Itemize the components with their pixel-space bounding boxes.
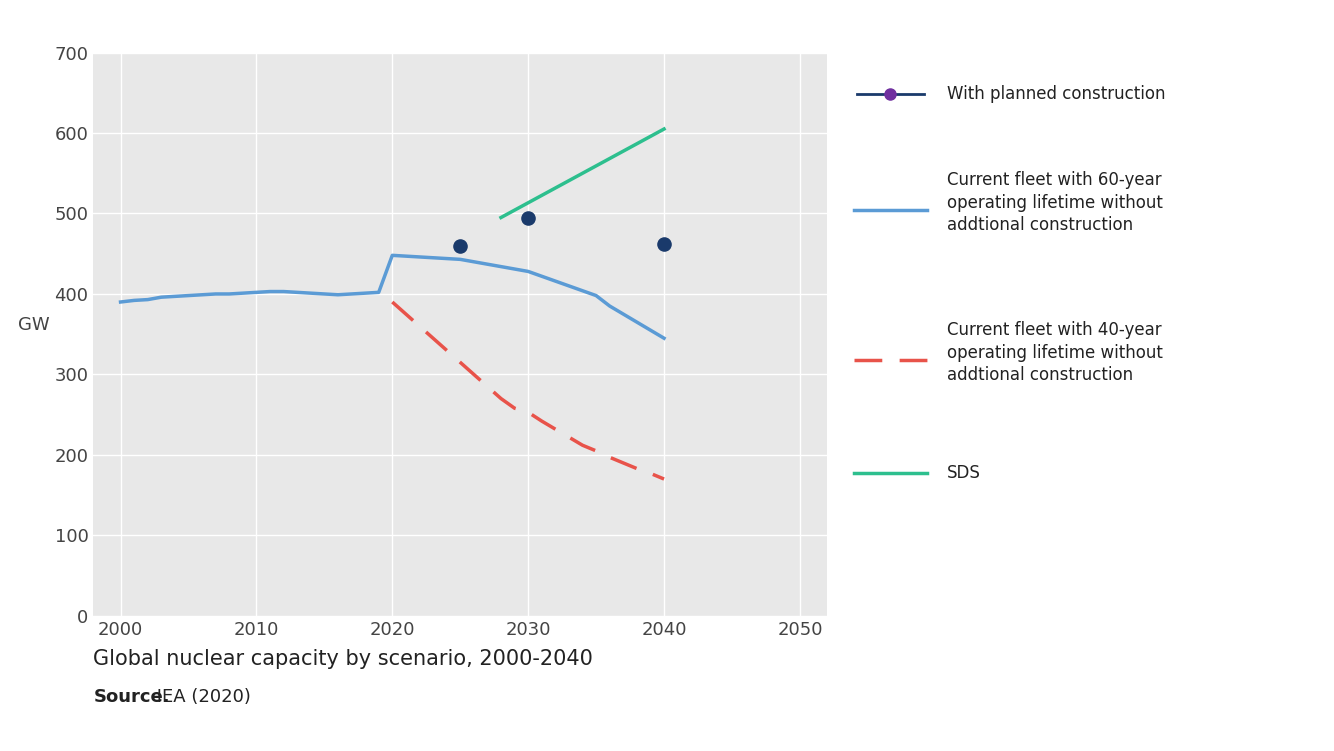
Text: IEA (2020): IEA (2020) [151,688,251,706]
Y-axis label: GW: GW [17,316,49,334]
Text: Current fleet with 40-year: Current fleet with 40-year [947,321,1162,339]
Text: addtional construction: addtional construction [947,366,1134,385]
Text: SDS: SDS [947,464,980,482]
Text: Global nuclear capacity by scenario, 2000-2040: Global nuclear capacity by scenario, 200… [93,649,594,668]
Text: Current fleet with 60-year: Current fleet with 60-year [947,171,1162,189]
Text: addtional construction: addtional construction [947,216,1134,234]
Point [654,238,675,250]
Point [518,212,539,224]
Text: operating lifetime without: operating lifetime without [947,344,1163,362]
Text: With planned construction: With planned construction [947,85,1166,103]
Point [450,240,471,252]
Text: operating lifetime without: operating lifetime without [947,194,1163,212]
Text: Source.: Source. [93,688,169,706]
